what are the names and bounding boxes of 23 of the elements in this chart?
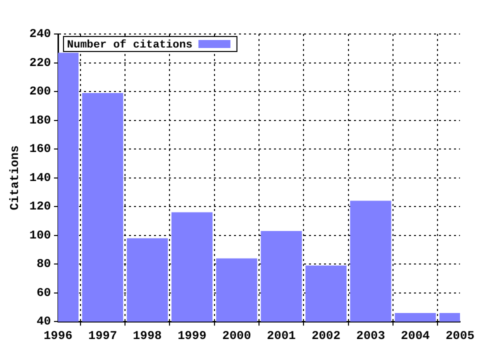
x-tick-label: 2001 (266, 328, 296, 343)
y-tick-label: 60 (36, 286, 52, 300)
x-tick-label: 1997 (88, 328, 118, 343)
y-tick-label: 220 (29, 56, 52, 70)
x-tick-label: 2005 (446, 328, 474, 343)
x-tick-label: 1998 (132, 328, 162, 343)
x-tick-label: 2003 (356, 328, 386, 343)
y-tick-label: 120 (29, 200, 52, 214)
x-tick-label: 2002 (312, 328, 340, 343)
x-tick-label: 1996 (44, 328, 72, 343)
y-tick-label: 80 (36, 257, 52, 272)
y-tick-label: 40 (36, 314, 52, 329)
y-tick-label: 200 (29, 84, 52, 99)
y-tick-label: 160 (29, 142, 52, 156)
y-tick-label: 100 (29, 228, 52, 242)
y-tick-label: 140 (29, 170, 52, 185)
x-tick-label: 2000 (222, 328, 252, 343)
x-tick-label: 2004 (400, 328, 430, 343)
y-axis-title: Citations (8, 145, 22, 210)
y-tick-label: 240 (29, 27, 52, 42)
x-tick-label: 1999 (178, 328, 206, 343)
y-tick-label: 180 (29, 113, 52, 128)
legend-label: Number of citations (67, 38, 192, 52)
